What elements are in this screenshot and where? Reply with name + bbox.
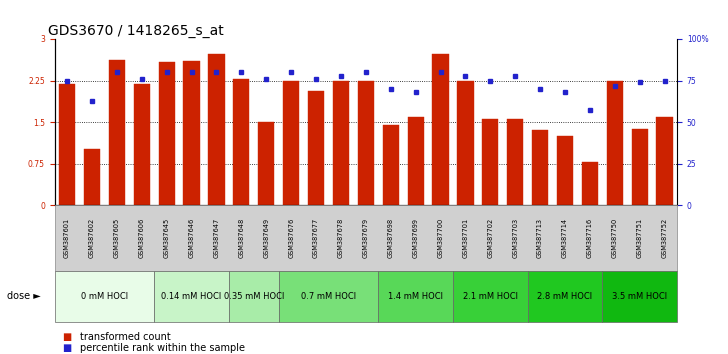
Bar (507, 119, 523, 205)
Bar (582, 162, 598, 205)
Bar (557, 136, 573, 205)
Bar (532, 130, 548, 205)
Text: GSM387606: GSM387606 (139, 218, 145, 258)
Bar (432, 55, 448, 205)
Bar (59, 84, 75, 205)
Text: GSM387648: GSM387648 (238, 218, 245, 258)
Text: GSM387752: GSM387752 (662, 218, 668, 258)
Text: GSM387700: GSM387700 (438, 218, 443, 258)
Text: GSM387601: GSM387601 (64, 218, 70, 258)
Text: 0 mM HOCl: 0 mM HOCl (81, 292, 128, 301)
Text: ■: ■ (62, 332, 71, 342)
Text: percentile rank within the sample: percentile rank within the sample (80, 343, 245, 353)
Text: GSM387701: GSM387701 (462, 218, 468, 258)
Text: GSM387602: GSM387602 (89, 218, 95, 258)
Text: 2.8 mM HOCl: 2.8 mM HOCl (537, 292, 593, 301)
Text: 2.1 mM HOCl: 2.1 mM HOCl (463, 292, 518, 301)
Bar (134, 84, 150, 205)
Text: 3.5 mM HOCl: 3.5 mM HOCl (612, 292, 668, 301)
Bar (482, 119, 499, 205)
Text: GSM387646: GSM387646 (189, 218, 194, 258)
Text: 0.14 mM HOCl: 0.14 mM HOCl (162, 292, 221, 301)
Bar (408, 116, 424, 205)
Text: GSM387645: GSM387645 (164, 218, 170, 258)
Bar (233, 79, 250, 205)
Bar (632, 129, 648, 205)
Text: GDS3670 / 1418265_s_at: GDS3670 / 1418265_s_at (48, 24, 224, 38)
Bar (84, 149, 100, 205)
Bar (383, 125, 399, 205)
Bar (308, 91, 324, 205)
Bar (208, 55, 224, 205)
Text: GSM387703: GSM387703 (513, 218, 518, 258)
Text: GSM387699: GSM387699 (413, 218, 419, 258)
Text: GSM387698: GSM387698 (388, 218, 394, 258)
Text: 0.7 mM HOCl: 0.7 mM HOCl (301, 292, 356, 301)
Text: ■: ■ (62, 343, 71, 353)
Bar (159, 62, 175, 205)
Bar (183, 61, 199, 205)
Text: GSM387751: GSM387751 (637, 218, 643, 258)
Text: dose ►: dose ► (7, 291, 41, 302)
Text: GSM387679: GSM387679 (363, 218, 369, 258)
Text: transformed count: transformed count (80, 332, 171, 342)
Bar (357, 81, 374, 205)
Text: GSM387677: GSM387677 (313, 218, 319, 258)
Bar (333, 81, 349, 205)
Text: GSM387714: GSM387714 (562, 218, 568, 258)
Text: GSM387702: GSM387702 (487, 218, 494, 258)
Bar (283, 81, 299, 205)
Text: GSM387605: GSM387605 (114, 218, 120, 258)
Text: GSM387750: GSM387750 (612, 218, 618, 258)
Text: GSM387678: GSM387678 (338, 218, 344, 258)
Text: GSM387647: GSM387647 (213, 218, 219, 258)
Text: GSM387716: GSM387716 (587, 218, 593, 258)
Bar (457, 81, 473, 205)
Text: GSM387649: GSM387649 (264, 218, 269, 258)
Text: GSM387713: GSM387713 (537, 218, 543, 258)
Bar (258, 122, 274, 205)
Text: 0.35 mM HOCl: 0.35 mM HOCl (223, 292, 284, 301)
Bar (108, 60, 125, 205)
Bar (606, 81, 623, 205)
Bar (657, 116, 673, 205)
Text: 1.4 mM HOCl: 1.4 mM HOCl (388, 292, 443, 301)
Text: GSM387676: GSM387676 (288, 218, 294, 258)
